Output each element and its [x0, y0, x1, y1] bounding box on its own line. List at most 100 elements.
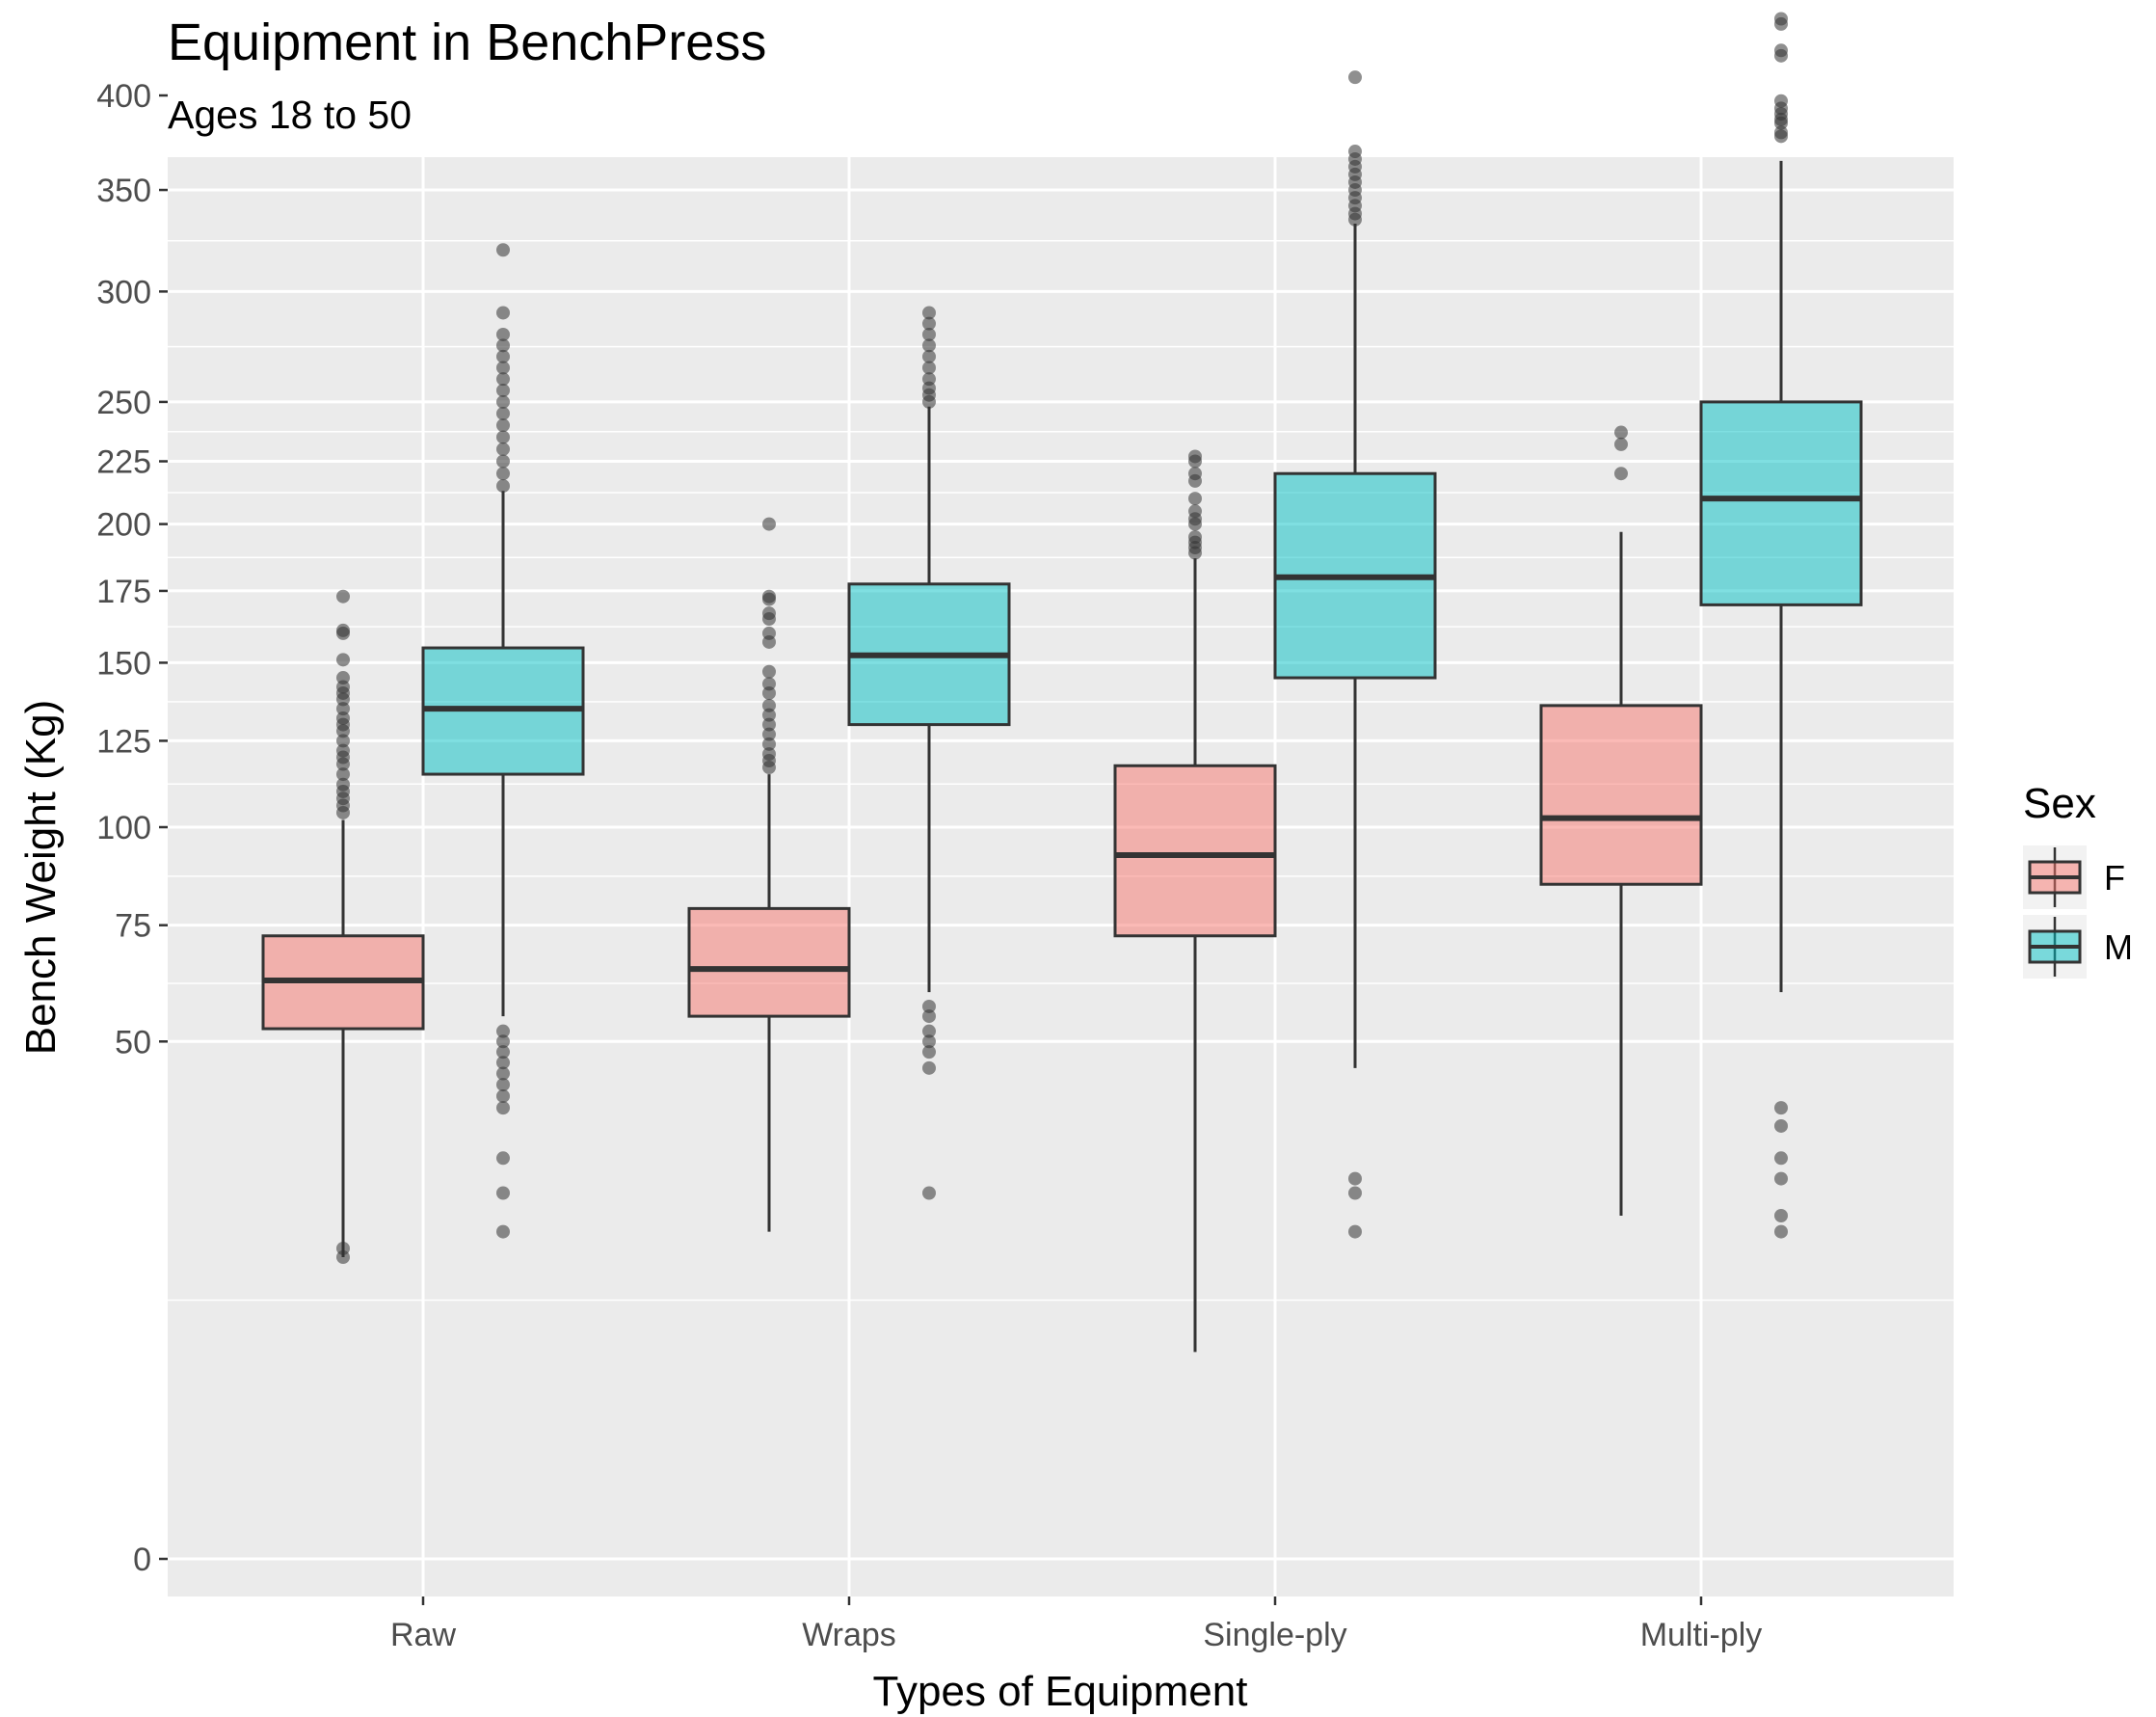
outlier-point: [922, 316, 936, 331]
outlier-point: [1774, 1171, 1788, 1186]
outlier-point: [1348, 70, 1362, 85]
outlier-point: [496, 1088, 510, 1103]
box-F-single-ply: [1113, 449, 1277, 1353]
outlier-point: [336, 711, 350, 725]
outlier-point: [1188, 449, 1202, 464]
box-F-wraps: [687, 517, 851, 1232]
outlier-point: [496, 442, 510, 456]
outlier-point: [762, 727, 776, 741]
outlier-point: [762, 677, 776, 691]
outlier-point: [496, 338, 510, 353]
outlier-point: [922, 338, 936, 353]
outlier-point: [1188, 504, 1202, 519]
outlier-point: [336, 671, 350, 685]
outlier-point: [496, 394, 510, 409]
outlier-point: [496, 1056, 510, 1070]
outlier-point: [336, 777, 350, 791]
outlier-point: [762, 606, 776, 621]
outlier-point: [1774, 125, 1788, 140]
outlier-point: [496, 361, 510, 375]
outlier-point: [922, 1060, 936, 1075]
y-tick-label: 125: [96, 723, 151, 760]
box-iqr: [687, 906, 851, 1018]
outlier-point: [496, 1066, 510, 1081]
legend-item-M: M: [2023, 915, 2133, 979]
outlier-point: [1774, 94, 1788, 108]
y-tick-label: 250: [96, 385, 151, 421]
outlier-point: [496, 383, 510, 397]
outlier-point: [922, 1009, 936, 1024]
outlier-point: [496, 1034, 510, 1049]
outlier-point: [922, 1034, 936, 1049]
outlier-point: [336, 734, 350, 748]
x-tick-label: Wraps: [802, 1617, 896, 1653]
outlier-point: [1188, 530, 1202, 545]
minor-gridlines: [168, 239, 1954, 1301]
outlier-point: [336, 767, 350, 782]
outlier-point: [1774, 1151, 1788, 1166]
outlier-point: [496, 372, 510, 387]
outlier-point: [1774, 12, 1788, 26]
box-iqr: [1699, 400, 1863, 606]
y-tick-label: 150: [96, 645, 151, 682]
outlier-point: [1188, 492, 1202, 506]
y-tick-label: 0: [133, 1542, 151, 1578]
outlier-point: [922, 349, 936, 363]
outlier-point: [336, 623, 350, 637]
outlier-point: [922, 361, 936, 375]
outlier-point: [496, 479, 510, 494]
outlier-point: [496, 1045, 510, 1060]
x-axis: Raw Wraps Single-ply Multi-ply: [390, 1596, 1762, 1653]
y-tick-label: 400: [96, 78, 151, 115]
outlier-point: [1614, 437, 1628, 451]
outlier-point: [922, 1045, 936, 1060]
outlier-point: [496, 418, 510, 433]
x-tick-label: Single-ply: [1203, 1617, 1346, 1653]
legend-label: F: [2104, 858, 2125, 898]
x-tick-label: Raw: [390, 1617, 456, 1653]
outlier-point: [1774, 43, 1788, 58]
outlier-point: [922, 327, 936, 341]
outlier-point: [1348, 1171, 1362, 1186]
outlier-point: [1774, 1118, 1788, 1133]
outlier-point: [1188, 467, 1202, 481]
outlier-point: [1774, 1101, 1788, 1115]
boxes-layer: [261, 12, 1863, 1353]
box-M-wraps: [847, 306, 1011, 1200]
y-tick-label: 200: [96, 507, 151, 544]
box-M-single-ply: [1273, 70, 1437, 1239]
outlier-point: [922, 999, 936, 1013]
box-iqr: [1113, 764, 1277, 938]
x-axis-title: Types of Equipment: [873, 1668, 1248, 1715]
y-axis-title: Bench Weight (Kg): [17, 700, 65, 1055]
outlier-point: [762, 717, 776, 732]
outlier-point: [762, 517, 776, 531]
y-tick-label: 100: [96, 810, 151, 846]
legend-label: M: [2104, 927, 2133, 967]
outlier-point: [922, 1024, 936, 1038]
outlier-point: [1348, 1224, 1362, 1239]
outlier-point: [762, 747, 776, 762]
y-tick-label: 175: [96, 574, 151, 610]
legend-item-F: F: [2023, 845, 2125, 909]
box-F-multi-ply: [1539, 425, 1703, 1216]
chart-title: Equipment in BenchPress: [168, 13, 766, 71]
outlier-point: [1774, 1224, 1788, 1239]
outlier-point: [1348, 145, 1362, 159]
outlier-point: [336, 589, 350, 604]
outlier-point: [922, 372, 936, 387]
outlier-point: [496, 1186, 510, 1200]
outlier-point: [762, 664, 776, 679]
y-tick-label: 225: [96, 444, 151, 481]
outlier-point: [762, 626, 776, 640]
outlier-point: [1774, 1208, 1788, 1222]
box-F-raw: [261, 589, 425, 1265]
outlier-point: [762, 685, 776, 700]
outlier-point: [336, 743, 350, 758]
outlier-point: [496, 243, 510, 257]
outlier-point: [496, 306, 510, 320]
outlier-point: [496, 454, 510, 469]
chart-subtitle: Ages 18 to 50: [168, 93, 412, 137]
y-tick-label: 50: [115, 1024, 151, 1060]
legend: Sex FM: [2023, 780, 2133, 979]
